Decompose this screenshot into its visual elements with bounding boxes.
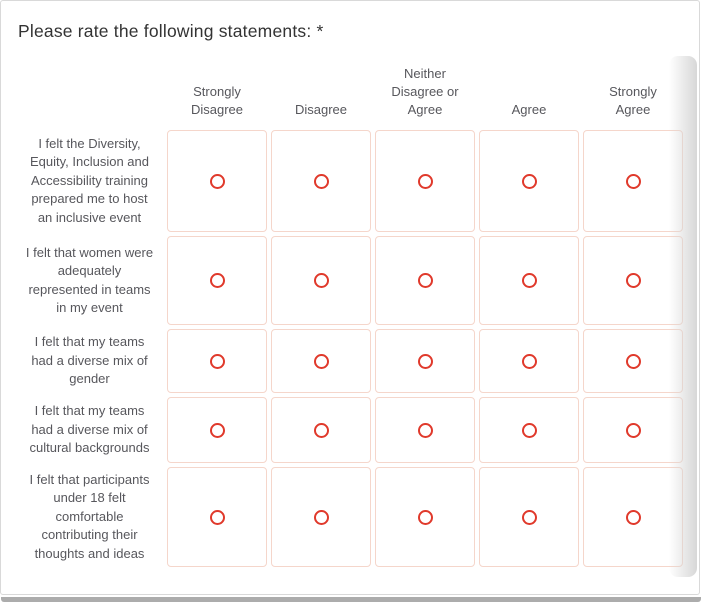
matrix-cell-r0-c1[interactable] [271,130,371,232]
radio-r2-strongly-disagree-icon[interactable] [209,353,225,369]
matrix-cell-r1-c2[interactable] [375,236,475,325]
matrix-cell-r0-c4[interactable] [583,130,683,232]
row-label-gender-mix: I felt that my teams had a diverse mix o… [31,334,148,387]
matrix-cell-r0-c3[interactable] [479,130,579,232]
matrix-cell-r2-c2[interactable] [375,329,475,393]
row-label-under-18-comfortable: I felt that participants under 18 felt c… [29,471,150,561]
matrix-cell-r2-c3[interactable] [479,329,579,393]
matrix-corner-spacer [16,56,163,126]
radio-r4-strongly-agree-icon[interactable] [625,509,641,525]
radio-r2-neither-icon[interactable] [417,353,433,369]
matrix-cell-r4-c1[interactable] [271,467,371,567]
radio-r4-agree-icon[interactable] [521,509,537,525]
matrix-cell-r3-c4[interactable] [583,397,683,463]
matrix-cell-r3-c1[interactable] [271,397,371,463]
radio-r0-neither-icon[interactable] [417,173,433,189]
radio-r1-strongly-agree-icon[interactable] [625,273,641,288]
radio-r1-agree-icon[interactable] [521,273,537,288]
card-bottom-edge [1,597,701,602]
radio-r3-disagree-icon[interactable] [313,422,329,438]
matrix-cell-r2-c0[interactable] [167,329,267,393]
matrix-cell-r2-c4[interactable] [583,329,683,393]
matrix-cell-r1-c0[interactable] [167,236,267,325]
matrix-cell-r0-c2[interactable] [375,130,475,232]
column-header-strongly-agree: Strongly Agree [609,84,657,117]
column-header-strongly-disagree: Strongly Disagree [190,84,244,117]
radio-r1-neither-icon[interactable] [417,273,433,288]
column-header-agree: Agree [511,102,547,117]
radio-r3-strongly-disagree-icon[interactable] [209,422,225,438]
matrix-cell-r4-c0[interactable] [167,467,267,567]
radio-r4-disagree-icon[interactable] [313,509,329,525]
radio-r0-disagree-icon[interactable] [313,173,329,189]
radio-r0-strongly-disagree-icon[interactable] [209,173,225,189]
rating-matrix: Strongly Disagree Disagree Neither Disag… [16,56,683,567]
row-label-cultural-mix: I felt that my teams had a diverse mix o… [29,403,150,456]
row-label-women-represented: I felt that women were adequately repres… [25,244,154,316]
column-header-disagree: Disagree [294,102,348,117]
matrix-cell-r4-c3[interactable] [479,467,579,567]
matrix-cell-r3-c3[interactable] [479,397,579,463]
radio-r3-strongly-agree-icon[interactable] [625,422,641,438]
radio-r3-agree-icon[interactable] [521,422,537,438]
question-title: Please rate the following statements: * [18,21,324,41]
column-header-neither: Neither Disagree or Agree [391,66,459,117]
matrix-cell-r0-c0[interactable] [167,130,267,232]
radio-r4-neither-icon[interactable] [417,509,433,525]
radio-r2-strongly-agree-icon[interactable] [625,353,641,369]
matrix-cell-r2-c1[interactable] [271,329,371,393]
matrix-cell-r4-c2[interactable] [375,467,475,567]
matrix-cell-r4-c4[interactable] [583,467,683,567]
radio-r1-strongly-disagree-icon[interactable] [209,273,225,288]
radio-r3-neither-icon[interactable] [417,422,433,438]
radio-r0-strongly-agree-icon[interactable] [625,173,641,189]
row-label-dei-training: I felt the Diversity, Equity, Inclusion … [30,135,149,225]
radio-r1-disagree-icon[interactable] [313,273,329,288]
radio-r4-strongly-disagree-icon[interactable] [209,509,225,525]
matrix-cell-r1-c4[interactable] [583,236,683,325]
matrix-cell-r3-c2[interactable] [375,397,475,463]
radio-r2-agree-icon[interactable] [521,353,537,369]
matrix-cell-r3-c0[interactable] [167,397,267,463]
radio-r0-agree-icon[interactable] [521,173,537,189]
matrix-cell-r1-c1[interactable] [271,236,371,325]
radio-r2-disagree-icon[interactable] [313,353,329,369]
matrix-cell-r1-c3[interactable] [479,236,579,325]
